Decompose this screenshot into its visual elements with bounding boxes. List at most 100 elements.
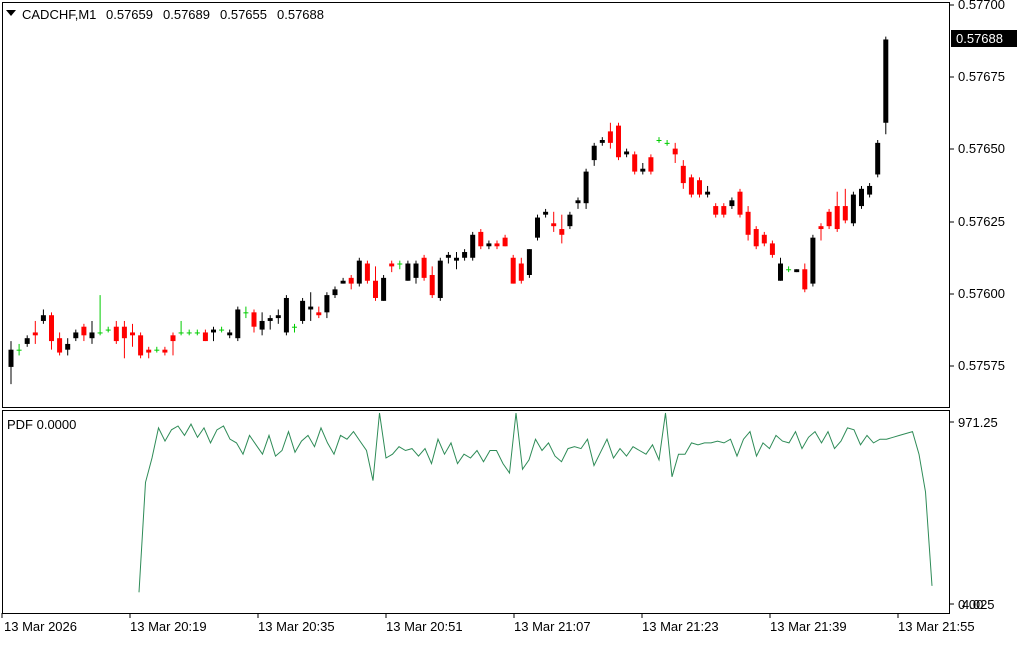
candle-body [121, 326, 127, 339]
candle [761, 231, 767, 247]
candle [373, 266, 378, 301]
candle [40, 309, 46, 324]
candle-body [267, 318, 273, 321]
candle-body [283, 297, 289, 333]
candle [308, 292, 314, 321]
candle [445, 252, 451, 264]
candle [867, 183, 873, 198]
price-tick-label: 0.57625 [958, 214, 1005, 229]
candle [437, 257, 443, 301]
ohlc-close: 0.57688 [277, 7, 324, 22]
candle-body [778, 263, 783, 281]
candle-body [648, 157, 654, 172]
candle [551, 211, 557, 232]
candle [778, 257, 783, 281]
price-tick-label: 0.57675 [958, 69, 1005, 84]
candle [170, 332, 176, 356]
candle-body [883, 39, 889, 123]
candle-body [32, 332, 38, 336]
candle [16, 343, 22, 356]
candle-body [688, 177, 694, 195]
candle-body [340, 280, 346, 284]
candle-body [737, 191, 743, 215]
candle [875, 140, 881, 178]
candle-body [875, 142, 881, 175]
candle-body [300, 300, 306, 321]
candle-body [105, 329, 111, 331]
candle [267, 315, 273, 330]
candle-body [356, 260, 362, 284]
candle-body [373, 280, 378, 298]
candle-body [227, 332, 233, 336]
candle [89, 320, 95, 344]
candle-body [867, 185, 873, 195]
candle-body [275, 315, 281, 319]
candle-body [421, 257, 427, 278]
candle [162, 346, 168, 356]
candle-body [599, 140, 605, 143]
candle-body [551, 223, 557, 227]
candle [81, 323, 87, 342]
candle [713, 203, 719, 218]
candle-body [575, 200, 581, 204]
candle-body [510, 257, 516, 284]
candle-body [680, 165, 686, 184]
candle-body [502, 237, 508, 247]
candle-body [672, 148, 678, 155]
candle [494, 240, 500, 250]
candle [794, 269, 800, 273]
candle-body [769, 243, 775, 255]
candle-body [478, 231, 484, 247]
candle [664, 140, 670, 146]
symbol-timeframe: CADCHF,M1 [22, 7, 96, 22]
ohlc-open: 0.57659 [106, 7, 153, 22]
candle [227, 329, 233, 339]
candle [834, 191, 840, 232]
candle-body [178, 332, 184, 334]
time-axis: 13 Mar 2026 13 Mar 20:19 13 Mar 20:35 13… [1, 613, 975, 634]
time-tick-label: 13 Mar 20:35 [258, 619, 335, 634]
candle [656, 137, 662, 143]
price-tick-label: 0.57575 [958, 358, 1005, 373]
candle-body [113, 326, 119, 342]
candle [745, 206, 751, 241]
candle [211, 326, 216, 342]
candle [616, 122, 621, 161]
candle [526, 249, 532, 278]
candle-body [753, 229, 759, 247]
candle-body [316, 312, 322, 316]
candle [300, 297, 306, 324]
candle [729, 197, 735, 209]
candle-body [251, 312, 257, 327]
indicator-tick-label: 971.25 [958, 415, 998, 430]
candle-body [429, 275, 435, 296]
candle [97, 295, 103, 336]
candle [316, 306, 322, 319]
candle [826, 208, 832, 230]
price-tick-label: 0.57700 [958, 0, 1005, 12]
candle-body [624, 151, 630, 155]
candle [283, 295, 289, 336]
ohlc-low: 0.57655 [220, 7, 267, 22]
candle-body [16, 349, 22, 351]
dropdown-triangle-icon[interactable] [6, 10, 16, 16]
candle-body [259, 320, 265, 330]
candle-body [850, 194, 856, 224]
candle [421, 254, 427, 281]
time-tick-label: 13 Mar 21:39 [770, 619, 847, 634]
candle-body [591, 145, 597, 161]
candle [575, 197, 581, 209]
candle [721, 203, 727, 218]
candle-body [146, 349, 152, 353]
indicator-line [138, 412, 933, 593]
candle-body [607, 131, 613, 143]
candle-body [535, 217, 540, 238]
candle-body [713, 206, 719, 215]
candle [364, 260, 370, 284]
candle-body [364, 263, 370, 281]
candle-body [65, 343, 71, 350]
candle-body [454, 257, 459, 261]
candle [510, 254, 516, 284]
